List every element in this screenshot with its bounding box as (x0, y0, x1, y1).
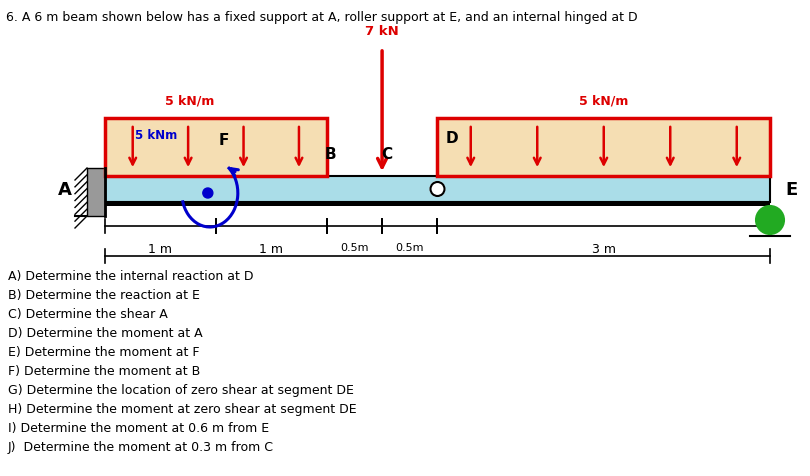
Text: D: D (446, 131, 458, 146)
Text: H) Determine the moment at zero shear at segment DE: H) Determine the moment at zero shear at… (8, 402, 356, 415)
Text: 5 kN/m: 5 kN/m (164, 95, 214, 108)
Text: C: C (382, 147, 393, 162)
Text: 3 m: 3 m (592, 242, 616, 256)
Text: 1 m: 1 m (148, 242, 173, 256)
Bar (105, 119, 326, 177)
Text: B: B (325, 147, 336, 162)
Text: J)  Determine the moment at 0.3 m from C: J) Determine the moment at 0.3 m from C (8, 440, 274, 453)
Text: 7 kN: 7 kN (365, 25, 399, 38)
Text: B) Determine the reaction at E: B) Determine the reaction at E (8, 288, 200, 301)
Bar (437, 119, 770, 177)
Text: E: E (786, 180, 798, 198)
Text: 1 m: 1 m (259, 242, 283, 256)
Text: A) Determine the internal reaction at D: A) Determine the internal reaction at D (8, 269, 254, 282)
Text: F) Determine the moment at B: F) Determine the moment at B (8, 364, 200, 377)
Text: I) Determine the moment at 0.6 m from E: I) Determine the moment at 0.6 m from E (8, 421, 269, 434)
Text: D) Determine the moment at A: D) Determine the moment at A (8, 327, 202, 339)
Text: 0.5m: 0.5m (340, 242, 369, 252)
Text: F: F (219, 133, 229, 148)
Bar (87, 169, 105, 217)
Bar (105, 201, 770, 207)
Text: 5 kN/m: 5 kN/m (579, 95, 629, 108)
Text: A: A (58, 180, 72, 198)
Circle shape (202, 188, 213, 198)
Text: G) Determine the location of zero shear at segment DE: G) Determine the location of zero shear … (8, 383, 354, 396)
Text: E) Determine the moment at F: E) Determine the moment at F (8, 345, 199, 358)
Text: 6. A 6 m beam shown below has a fixed support at A, roller support at E, and an : 6. A 6 m beam shown below has a fixed su… (6, 11, 637, 24)
Text: 5 kNm: 5 kNm (135, 129, 177, 142)
Circle shape (756, 207, 784, 235)
Circle shape (430, 183, 445, 197)
Text: C) Determine the shear A: C) Determine the shear A (8, 307, 168, 320)
Text: 0.5m: 0.5m (395, 242, 424, 252)
Bar (105, 177, 770, 203)
